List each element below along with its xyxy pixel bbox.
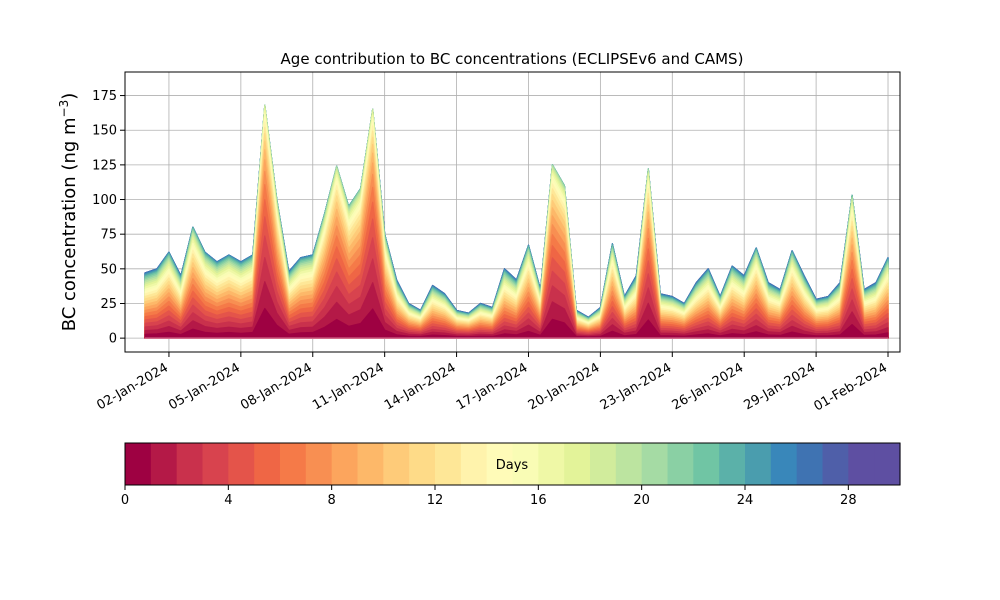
chart-title: Age contribution to BC concentrations (E… <box>281 50 744 68</box>
colorbar-swatch <box>409 443 436 485</box>
colorbar-swatch <box>822 443 849 485</box>
colorbar-tick-label: 0 <box>121 493 129 508</box>
colorbar-tick-label: 4 <box>224 493 232 508</box>
colorbar-swatch <box>512 443 539 485</box>
y-axis-label-close: ) <box>59 93 80 100</box>
colorbar-swatch <box>719 443 746 485</box>
colorbar-tick-label: 20 <box>633 493 650 508</box>
colorbar-swatch <box>641 443 669 485</box>
colorbar-tick-label: 16 <box>530 493 547 508</box>
colorbar-swatch <box>383 443 410 485</box>
colorbar-swatch <box>331 443 359 485</box>
colorbar-swatch <box>435 443 462 485</box>
y-tick-label: 150 <box>92 124 117 139</box>
y-axis-ticks: 0 25 50 75 100 125 150 175 <box>92 89 125 347</box>
colorbar-swatch <box>745 443 772 485</box>
colorbar-swatch <box>538 443 565 485</box>
colorbar-swatch <box>486 443 514 485</box>
y-axis-label: BC concentration (ng m−3) <box>57 93 80 332</box>
plot-frame <box>124 71 901 353</box>
colorbar-tick-label: 24 <box>737 493 754 508</box>
colorbar-ticks: 0 4 8 12 16 20 24 28 <box>121 485 857 508</box>
age-layer-day-1 <box>144 307 889 339</box>
colorbar-frame <box>124 442 901 486</box>
colorbar-swatch <box>874 443 901 485</box>
colorbar-swatch <box>667 443 694 485</box>
colorbar-swatch <box>693 443 720 485</box>
y-tick-label: 125 <box>92 158 117 173</box>
colorbar-tick-label: 28 <box>840 493 857 508</box>
colorbar <box>125 443 901 485</box>
colorbar-swatch <box>590 443 617 485</box>
colorbar-label: Days <box>496 458 529 473</box>
stacked-area <box>144 104 889 339</box>
colorbar-swatch <box>564 443 591 485</box>
colorbar-swatch <box>848 443 875 485</box>
colorbar-swatch <box>228 443 255 485</box>
y-tick-label: 100 <box>92 193 117 208</box>
y-tick-label: 175 <box>92 89 117 104</box>
y-tick-label: 75 <box>100 228 117 243</box>
y-tick-label: 50 <box>100 262 117 277</box>
y-axis-label-main: BC concentration (ng m <box>59 117 80 331</box>
colorbar-swatch <box>254 443 281 485</box>
colorbar-swatch <box>305 443 333 485</box>
colorbar-swatch <box>125 443 152 485</box>
colorbar-swatch <box>770 443 798 485</box>
colorbar-swatch <box>460 443 488 485</box>
y-axis-label-unit-exponent: −3 <box>57 100 71 118</box>
colorbar-swatch <box>280 443 307 485</box>
colorbar-swatch <box>357 443 384 485</box>
colorbar-swatch <box>202 443 229 485</box>
colorbar-swatch <box>796 443 824 485</box>
colorbar-tick-label: 12 <box>427 493 444 508</box>
y-tick-label: 25 <box>100 297 117 312</box>
colorbar-swatch <box>176 443 204 485</box>
colorbar-swatch <box>150 443 178 485</box>
colorbar-tick-label: 8 <box>328 493 336 508</box>
y-tick-label: 0 <box>109 332 117 347</box>
colorbar-swatch <box>615 443 643 485</box>
